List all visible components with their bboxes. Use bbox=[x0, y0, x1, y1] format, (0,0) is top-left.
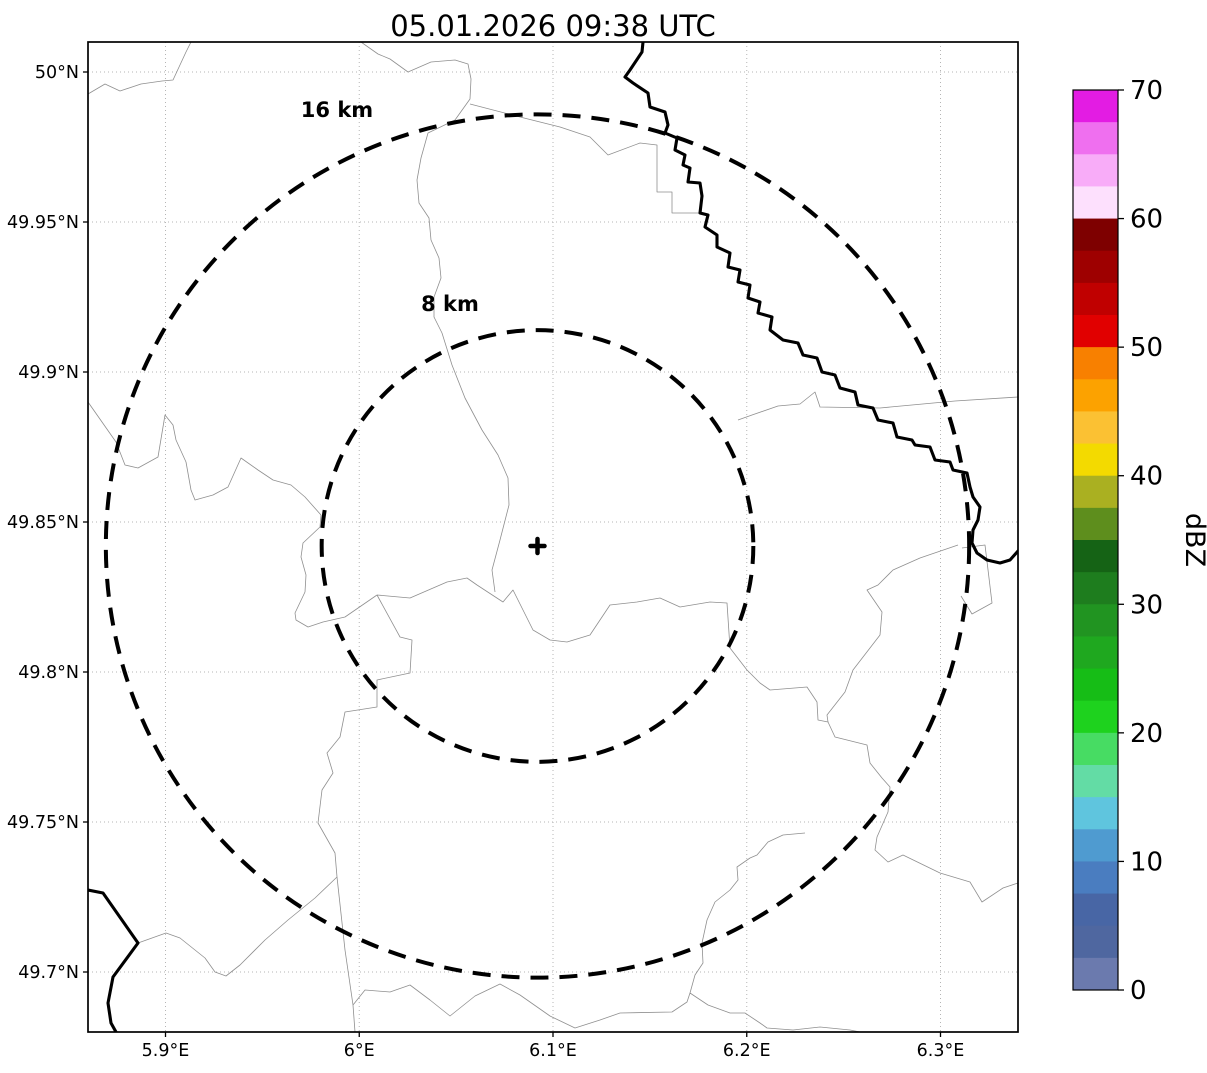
boundary-line bbox=[88, 401, 322, 516]
boundary-line bbox=[826, 544, 959, 723]
colorbar-segment bbox=[1073, 829, 1118, 862]
y-tick-label: 49.75°N bbox=[7, 813, 79, 833]
grid-layer bbox=[88, 42, 1018, 1032]
y-axis: 50°N 49.95°N 49.9°N 49.85°N 49.8°N 49.75°N 49.… bbox=[7, 63, 88, 983]
colorbar-segment bbox=[1073, 507, 1118, 541]
colorbar-segment bbox=[1073, 218, 1118, 252]
colorbar-segment bbox=[1073, 540, 1118, 573]
center-cross-marker bbox=[528, 536, 547, 556]
colorbar-segment bbox=[1073, 122, 1118, 155]
range-rings bbox=[103, 112, 972, 980]
colorbar-tick-label: 40 bbox=[1130, 462, 1163, 492]
colorbar-segment bbox=[1073, 765, 1118, 798]
colorbar-segment bbox=[1073, 282, 1118, 316]
x-tick-label: 6.3°E bbox=[917, 1041, 965, 1061]
x-tick-label: 6°E bbox=[344, 1041, 375, 1061]
x-tick-label: 6.2°E bbox=[723, 1041, 771, 1061]
colorbar-segment bbox=[1073, 250, 1118, 284]
colorbar-segment bbox=[1073, 90, 1118, 123]
y-tick-label: 50°N bbox=[35, 63, 79, 83]
colorbar-segment bbox=[1073, 572, 1118, 605]
colorbar-tick-label: 20 bbox=[1130, 719, 1163, 749]
x-tick-label: 5.9°E bbox=[142, 1041, 190, 1061]
colorbar-segment bbox=[1073, 315, 1118, 348]
y-tick-label: 49.8°N bbox=[18, 663, 79, 683]
colorbar-segment bbox=[1073, 186, 1118, 220]
colorbar-segment bbox=[1073, 475, 1118, 509]
colorbar-tick-label: 30 bbox=[1130, 590, 1163, 620]
y-tick-label: 49.95°N bbox=[7, 213, 79, 233]
colorbar-segment bbox=[1073, 668, 1118, 702]
colorbar-segment bbox=[1073, 411, 1118, 445]
colorbar-segment bbox=[1073, 893, 1118, 927]
range-ring-8km bbox=[319, 328, 756, 764]
figure-title: 05.01.2026 09:38 UTC bbox=[390, 9, 716, 43]
admin-boundaries bbox=[88, 42, 1018, 1032]
boundary-line bbox=[88, 42, 192, 95]
range-ring-label-16km: 16 km bbox=[301, 98, 373, 122]
colorbar-tick-label: 50 bbox=[1130, 333, 1163, 363]
colorbar-tick-label: 10 bbox=[1130, 847, 1163, 877]
colorbar-segment bbox=[1073, 636, 1118, 670]
colorbar-segment bbox=[1073, 732, 1118, 766]
colorbar-segment bbox=[1073, 604, 1118, 637]
y-tick-label: 49.7°N bbox=[18, 963, 79, 983]
range-ring-label-8km: 8 km bbox=[421, 292, 479, 316]
boundary-line bbox=[317, 594, 413, 1032]
colorbar-segment bbox=[1073, 797, 1118, 830]
boundary-line bbox=[469, 103, 700, 214]
border-southwest bbox=[88, 888, 140, 1032]
radar-center-cross bbox=[528, 536, 547, 556]
boundary-line bbox=[960, 544, 993, 615]
colorbar-tick-label: 60 bbox=[1130, 205, 1163, 235]
x-tick-label: 6.1°E bbox=[529, 1041, 577, 1061]
country-border-river bbox=[88, 42, 1018, 1032]
boundary-line bbox=[137, 876, 338, 977]
colorbar-label: dBZ bbox=[1179, 513, 1207, 567]
colorbar-segment bbox=[1073, 379, 1118, 412]
boundary-line bbox=[352, 983, 863, 1032]
colorbar-outline bbox=[1072, 89, 1119, 991]
colorbar-segment bbox=[1073, 861, 1118, 895]
colorbar-segment bbox=[1073, 443, 1118, 477]
colorbar-tick-label: 70 bbox=[1130, 76, 1163, 106]
colorbar-segment bbox=[1073, 957, 1118, 991]
y-tick-label: 49.9°N bbox=[18, 363, 79, 383]
boundary-line bbox=[737, 391, 1018, 421]
boundary-line bbox=[294, 514, 378, 628]
colorbar-tick-label: 0 bbox=[1130, 976, 1147, 1006]
x-axis: 5.9°E 6°E 6.1°E 6.2°E 6.3°E bbox=[142, 1032, 965, 1061]
boundary-line bbox=[360, 42, 510, 593]
border-river-northeast bbox=[623, 42, 1018, 565]
colorbar-segment bbox=[1073, 347, 1118, 380]
y-tick-label: 49.85°N bbox=[7, 513, 79, 533]
range-ring-16km bbox=[103, 112, 972, 980]
boundary-line bbox=[689, 832, 806, 994]
colorbar-segment bbox=[1073, 925, 1118, 959]
boundary-line bbox=[376, 577, 1018, 903]
colorbar-segment bbox=[1073, 700, 1118, 734]
colorbar: 0 10 20 30 40 50 60 70 bbox=[1072, 76, 1163, 1006]
colorbar-segment bbox=[1073, 154, 1118, 187]
